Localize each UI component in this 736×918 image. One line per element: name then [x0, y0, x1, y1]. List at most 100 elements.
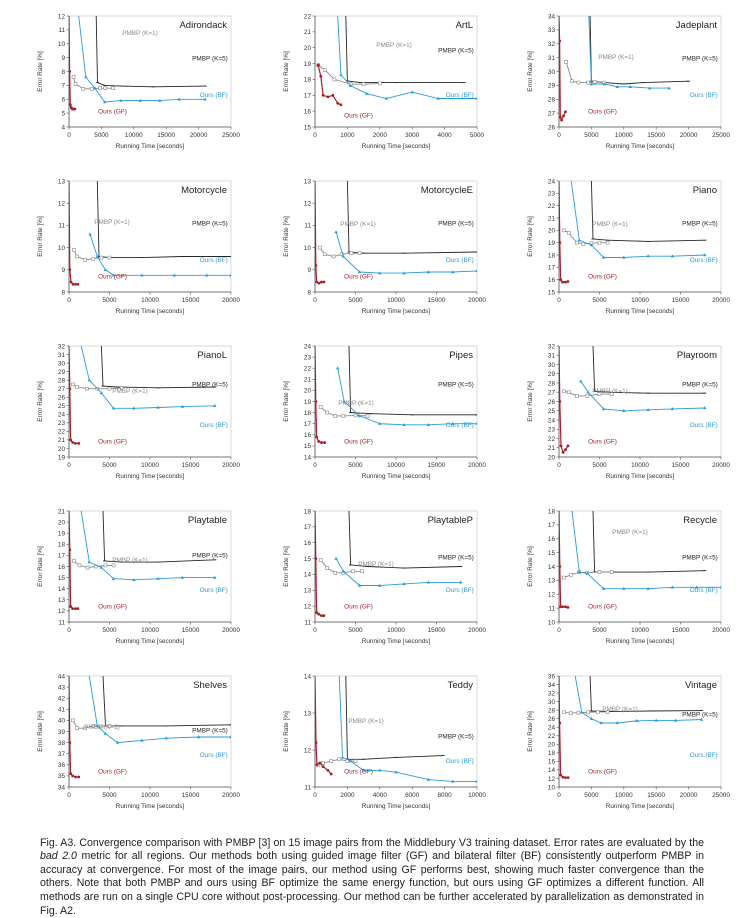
y-tick-label: 19	[304, 399, 312, 406]
data-point	[646, 586, 650, 590]
data-point	[378, 583, 382, 587]
series-line-gf	[315, 345, 325, 444]
chart-motorcycle: 8 9 10 11 12 13 0 5000 10000 15000 20000 Running Ti…	[6, 171, 242, 335]
y-tick-label: 18	[548, 508, 556, 515]
data-point	[559, 565, 562, 568]
x-tick-label: 15000	[647, 132, 665, 139]
data-point	[559, 241, 562, 245]
x-tick-label: 10000	[141, 462, 159, 469]
y-axis-label: Error Rate [%]	[283, 216, 290, 257]
series-label-pmbp5: PMBP (K=5)	[438, 733, 474, 740]
series-group	[316, 15, 477, 107]
data-point	[589, 82, 594, 86]
series-line-pmbp5	[95, 15, 206, 88]
y-tick-label: 19	[58, 454, 66, 461]
x-tick-label: 1000	[340, 132, 355, 139]
data-point	[615, 84, 620, 88]
y-tick-label: 18	[548, 252, 556, 259]
data-point	[325, 410, 329, 415]
data-point	[648, 86, 652, 90]
data-point	[317, 440, 321, 443]
chart-piano: 15 16 17 18 19 20 21 22 23 24 0 5000 10000 15000 20000…	[496, 171, 732, 335]
data-point	[69, 772, 73, 776]
y-tick-label: 29	[548, 371, 556, 378]
y-tick-label: 28	[548, 707, 556, 714]
series-label-pmbp5: PMBP (K=5)	[192, 55, 228, 62]
series-label-gf: Ours (GF)	[344, 274, 373, 281]
series-label-bf: Ours (BF)	[446, 257, 474, 264]
y-tick-label: 12	[304, 747, 312, 754]
series-line-gf	[315, 510, 324, 617]
x-tick-label: 0	[557, 462, 561, 469]
series-line-gf	[559, 510, 569, 608]
data-point	[566, 280, 570, 283]
data-point	[69, 70, 72, 73]
chart-teddy: 11 12 13 14 0 2000 4000 6000 8000 10000 Running Ti…	[252, 666, 488, 830]
y-axis-label: Error Rate [%]	[527, 546, 534, 587]
data-point	[71, 282, 75, 286]
data-point	[601, 586, 606, 590]
y-tick-label: 24	[548, 178, 556, 185]
y-tick-label: 14	[304, 673, 312, 680]
data-point	[69, 387, 72, 391]
data-point	[562, 228, 566, 233]
y-axis-label: Error Rate [%]	[283, 711, 290, 752]
y-tick-label: 15	[304, 443, 312, 450]
data-point	[102, 100, 107, 104]
figure-caption: Fig. A3. Convergence comparison with PMB…	[40, 837, 704, 918]
x-tick-label: 20000	[712, 627, 730, 634]
data-point	[318, 405, 323, 409]
y-axis-label: Error Rate [%]	[37, 381, 44, 422]
series-label-gf: Ours (GF)	[588, 439, 617, 446]
data-point	[317, 612, 321, 616]
data-point	[451, 270, 455, 274]
data-point	[365, 414, 370, 418]
y-tick-label: 21	[58, 437, 66, 444]
y-tick-label: 6	[61, 97, 65, 104]
y-tick-label: 32	[548, 343, 556, 350]
data-point	[229, 735, 231, 739]
series-group	[69, 675, 231, 779]
data-point	[158, 98, 162, 102]
data-point	[119, 386, 124, 390]
data-point	[353, 759, 358, 763]
x-tick-label: 8000	[437, 792, 452, 799]
series-line-gf	[315, 180, 324, 284]
data-point	[74, 775, 77, 779]
y-tick-label: 18	[304, 410, 312, 417]
x-tick-label: 15000	[428, 462, 446, 469]
data-point	[140, 738, 144, 742]
y-tick-label: 21	[58, 508, 66, 515]
data-point	[315, 763, 319, 767]
y-tick-label: 11	[58, 619, 65, 626]
y-tick-label: 11	[58, 27, 65, 34]
y-tick-label: 14	[304, 454, 312, 461]
chart-svg: 11 12 13 14 0 2000 4000 6000 8000 10000 Running Ti…	[283, 673, 486, 810]
chart-playtablep: 11 12 13 14 15 16 17 18 0 5000 10000 15000 20000 Runn…	[252, 501, 488, 665]
x-tick-label: 10000	[468, 792, 486, 799]
data-point	[561, 450, 565, 454]
data-point	[107, 724, 112, 728]
x-axis-label: Running Time [seconds]	[116, 308, 185, 315]
series-line-bf	[80, 345, 215, 409]
y-tick-label: 44	[58, 673, 66, 680]
y-tick-label: 34	[548, 682, 556, 689]
x-tick-label: 4000	[373, 792, 388, 799]
y-tick-label: 20	[548, 228, 556, 235]
x-tick-label: 5000	[470, 132, 485, 139]
data-point	[320, 441, 323, 444]
y-tick-label: 21	[548, 215, 556, 222]
data-point	[71, 718, 75, 723]
data-point	[99, 724, 104, 729]
data-point	[315, 557, 318, 560]
x-axis-label: Running Time [seconds]	[606, 308, 675, 315]
data-point	[576, 80, 581, 85]
y-tick-label: 30	[58, 360, 66, 367]
x-tick-label: 15000	[182, 627, 200, 634]
data-point	[562, 389, 566, 394]
caption-suffix: metric for all regions. Our methods both…	[40, 850, 704, 917]
y-tick-label: 27	[548, 110, 556, 117]
y-tick-label: 8	[307, 289, 311, 296]
data-point	[569, 573, 573, 577]
y-tick-label: 27	[58, 386, 66, 393]
